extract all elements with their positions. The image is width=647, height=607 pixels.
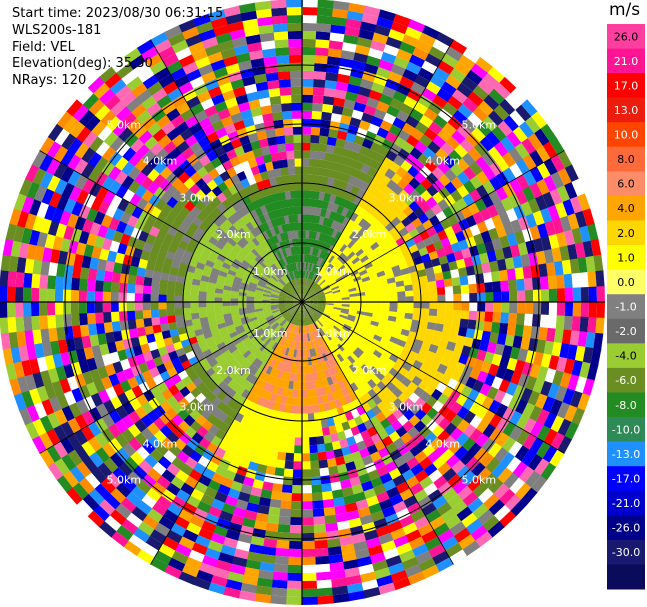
range-ring-label: 5.0km xyxy=(107,119,142,132)
colorbar-segment xyxy=(607,294,645,320)
colorbar-segment xyxy=(607,318,645,344)
colorbar-segment xyxy=(607,466,645,492)
range-ring-label: 5.0km xyxy=(461,119,496,132)
range-ring-label: 1.0km xyxy=(253,327,288,340)
azimuth-spoke xyxy=(39,301,303,454)
colorbar-tick-label: 26.0 xyxy=(614,30,639,43)
colorbar-segment xyxy=(607,220,645,246)
colorbar-tick-label: -8.0 xyxy=(615,399,636,412)
azimuth-spoke xyxy=(39,150,303,303)
elevation-label: Elevation(deg): 35.30 xyxy=(12,56,153,71)
range-ring-label: 1.0km xyxy=(315,265,350,278)
colorbar-segment xyxy=(607,48,645,74)
colorbar-segment xyxy=(607,343,645,369)
colorbar-segment xyxy=(607,392,645,418)
azimuth-spoke xyxy=(150,39,303,303)
site-name-label: WLS200s-181 xyxy=(12,23,102,38)
colorbar-tick-label: 13.0 xyxy=(614,104,639,117)
colorbar-title: m/s xyxy=(609,0,641,20)
colorbar-tick-label: 17.0 xyxy=(614,79,639,92)
colorbar-segment xyxy=(607,97,645,123)
range-ring-label: 4.0km xyxy=(143,437,178,450)
range-ring-label: 3.0km xyxy=(389,191,424,204)
colorbar-tick-label: 10.0 xyxy=(614,129,639,142)
colorbar-segment xyxy=(607,269,645,295)
colorbar-segment xyxy=(607,122,645,148)
range-ring-label: 4.0km xyxy=(425,155,460,168)
colorbar-segment xyxy=(607,515,645,541)
range-ring-label: 4.0km xyxy=(143,155,178,168)
ppi-overlay: 1.0km 1.0km 1.0km 1.0km 2.0km 2.0km 2.0km 2.0km… xyxy=(0,0,605,605)
colorbar-segment xyxy=(607,367,645,393)
colorbar-tick-label: -6.0 xyxy=(615,374,636,387)
range-ring-label: 2.0km xyxy=(216,364,251,377)
colorbar: 26.0 21.0 17.0 13.0 10.0 8.0 6.0 4.0 2.0 1.0 0.0 -1… xyxy=(607,24,645,590)
azimuth-spoke xyxy=(301,301,454,565)
colorbar-tick-label: -13.0 xyxy=(612,448,640,461)
colorbar-tick-label: -21.0 xyxy=(612,497,640,510)
colorbar-tick-label: -2.0 xyxy=(615,325,636,338)
start-time-label: Start time: 2023/08/30 06:31:15 xyxy=(12,6,224,21)
colorbar-tick-label: 4.0 xyxy=(617,202,635,215)
colorbar-segment xyxy=(607,539,645,565)
colorbar-segment xyxy=(607,417,645,443)
range-ring-label: 2.0km xyxy=(352,364,387,377)
range-ring-label: 4.0km xyxy=(425,437,460,450)
range-ring-label: 1.0km xyxy=(253,265,288,278)
colorbar-segment xyxy=(607,441,645,467)
ppi-gates xyxy=(0,0,605,605)
colorbar-tick-label: 2.0 xyxy=(617,227,635,240)
azimuth-spoke xyxy=(301,301,565,454)
range-ring-label: 3.0km xyxy=(179,191,214,204)
colorbar-segment xyxy=(607,24,645,50)
colorbar-tick-label: -17.0 xyxy=(612,472,640,485)
colorbar-segment xyxy=(607,171,645,197)
ppi-display: 1.0km 1.0km 1.0km 1.0km 2.0km 2.0km 2.0km 2.0km… xyxy=(0,0,605,605)
colorbar-segment xyxy=(607,245,645,271)
range-ring-label: 5.0km xyxy=(107,473,142,486)
colorbar-tick-label: -26.0 xyxy=(612,522,640,535)
colorbar-segment xyxy=(607,564,645,590)
colorbar-segment xyxy=(607,490,645,516)
colorbar-segment xyxy=(607,146,645,172)
colorbar-tick-label: -1.0 xyxy=(615,301,636,314)
range-ring-label: 1.0km xyxy=(315,327,350,340)
colorbar-tick-label: -4.0 xyxy=(615,350,636,363)
azimuth-spoke xyxy=(150,301,303,565)
range-ring-label: 3.0km xyxy=(389,401,424,414)
range-ring-label: 2.0km xyxy=(216,228,251,241)
range-ring-label: 5.0km xyxy=(461,473,496,486)
colorbar-tick-label: 6.0 xyxy=(617,178,635,191)
azimuth-spoke xyxy=(301,39,454,303)
colorbar-tick-label: 21.0 xyxy=(614,55,639,68)
field-label: Field: VEL xyxy=(12,40,75,55)
colorbar-segment xyxy=(607,73,645,99)
colorbar-tick-label: -30.0 xyxy=(612,546,640,559)
nrays-label: NRays: 120 xyxy=(12,73,87,88)
colorbar-tick-label: 0.0 xyxy=(617,276,635,289)
range-ring-label: 2.0km xyxy=(352,228,387,241)
colorbar-segment xyxy=(607,195,645,222)
colorbar-tick-label: 1.0 xyxy=(617,251,635,264)
colorbar-tick-label: 8.0 xyxy=(617,153,635,166)
colorbar-tick-label: -10.0 xyxy=(612,423,640,436)
azimuth-spoke xyxy=(301,150,565,303)
range-ring-label: 3.0km xyxy=(179,401,214,414)
